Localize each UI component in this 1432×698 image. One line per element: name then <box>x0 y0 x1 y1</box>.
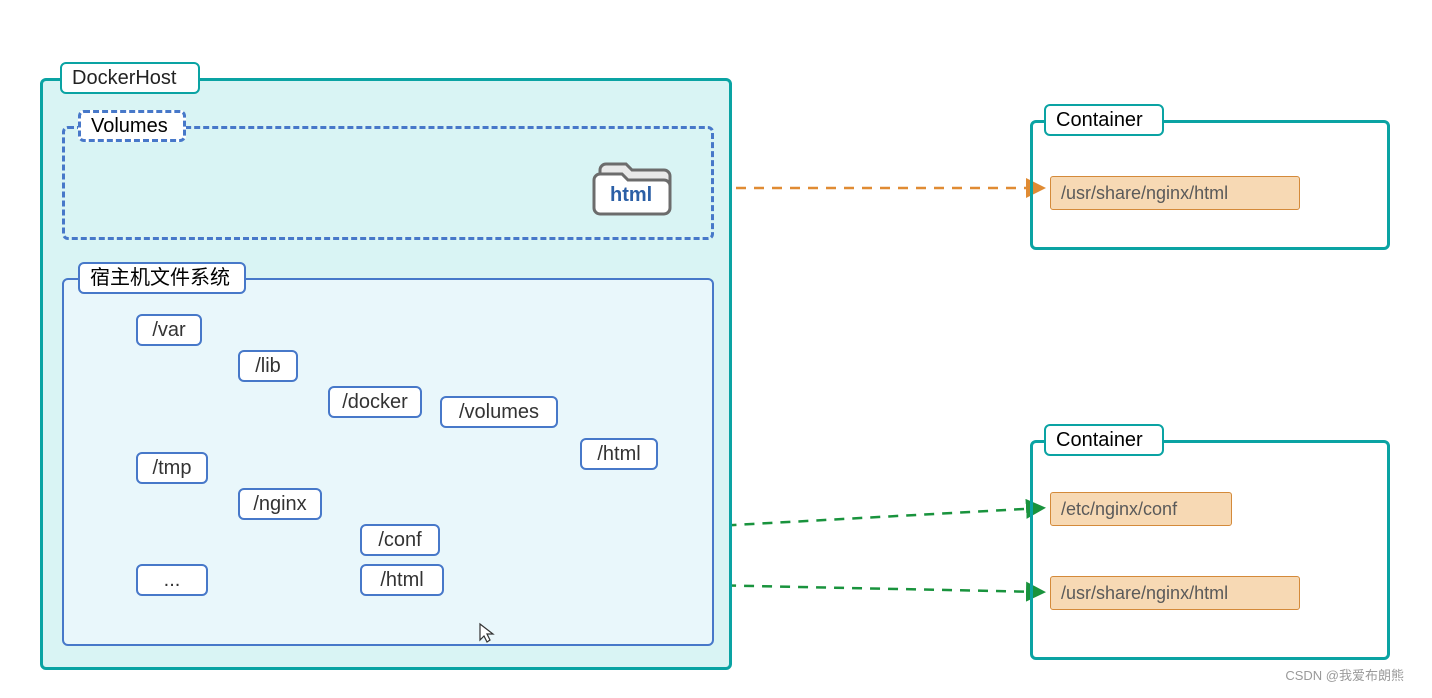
tree-node-html2: /html <box>360 564 444 596</box>
folder-label: html <box>610 184 652 207</box>
container-path: /etc/nginx/conf <box>1050 492 1232 526</box>
tree-node-docker: /docker <box>328 386 422 418</box>
filesystem-title: 宿主机文件系统 <box>78 262 246 294</box>
volumes-title: Volumes <box>78 110 186 142</box>
dockerhost-title: DockerHost <box>60 62 200 94</box>
tree-node-nginx: /nginx <box>238 488 322 520</box>
tree-node-lib: /lib <box>238 350 298 382</box>
tree-node-var: /var <box>136 314 202 346</box>
tree-node-htmlv: /html <box>580 438 658 470</box>
container2-panel <box>1030 440 1390 660</box>
container1-title: Container <box>1044 104 1164 136</box>
tree-node-tmp: /tmp <box>136 452 208 484</box>
container-path: /usr/share/nginx/html <box>1050 576 1300 610</box>
tree-node-dots: ... <box>136 564 208 596</box>
tree-node-volumes: /volumes <box>440 396 558 428</box>
diagram-stage: DockerHost Volumes html 宿主机文件系统 Containe… <box>0 0 1432 698</box>
container-path: /usr/share/nginx/html <box>1050 176 1300 210</box>
tree-node-conf: /conf <box>360 524 440 556</box>
watermark: CSDN @我爱布朗熊 <box>1285 665 1404 684</box>
folder-icon: html <box>592 156 680 218</box>
container2-title: Container <box>1044 424 1164 456</box>
cursor-icon <box>478 622 496 649</box>
